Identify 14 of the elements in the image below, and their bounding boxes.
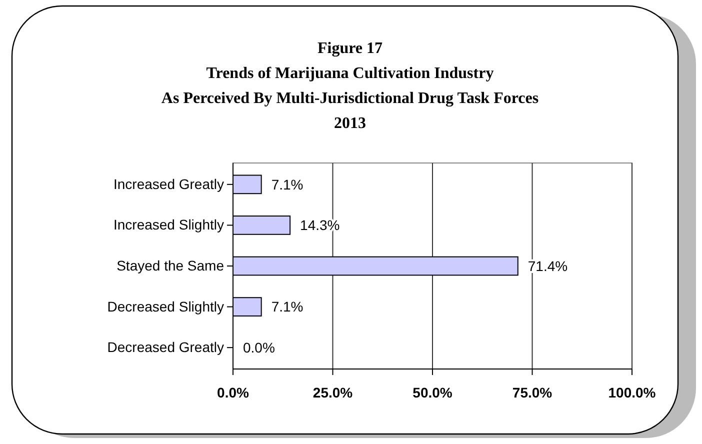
data-label: 0.0% — [243, 339, 275, 356]
y-tick-label: Increased Slightly — [113, 216, 224, 233]
y-tick-label: Decreased Greatly — [107, 339, 224, 356]
chart-title: Figure 17 Trends of Marijuana Cultivation Industry As Perceived By Multi-Jurisdictional Drug Task Forces 2013 — [161, 40, 539, 132]
data-label: 7.1% — [271, 298, 304, 315]
x-tick-label: 100.0% — [608, 384, 656, 401]
x-tick-label: 25.0% — [312, 384, 354, 401]
data-label: 7.1% — [271, 176, 304, 192]
y-tick-label: Increased Greatly — [114, 176, 224, 192]
y-tick-label: Decreased Slightly — [107, 298, 224, 314]
x-tick-label: 0.0% — [217, 384, 250, 401]
x-tick-label: 50.0% — [412, 384, 453, 401]
x-tick-label: 75.0% — [512, 384, 553, 401]
y-tick-label: Stayed the Same — [116, 257, 224, 274]
